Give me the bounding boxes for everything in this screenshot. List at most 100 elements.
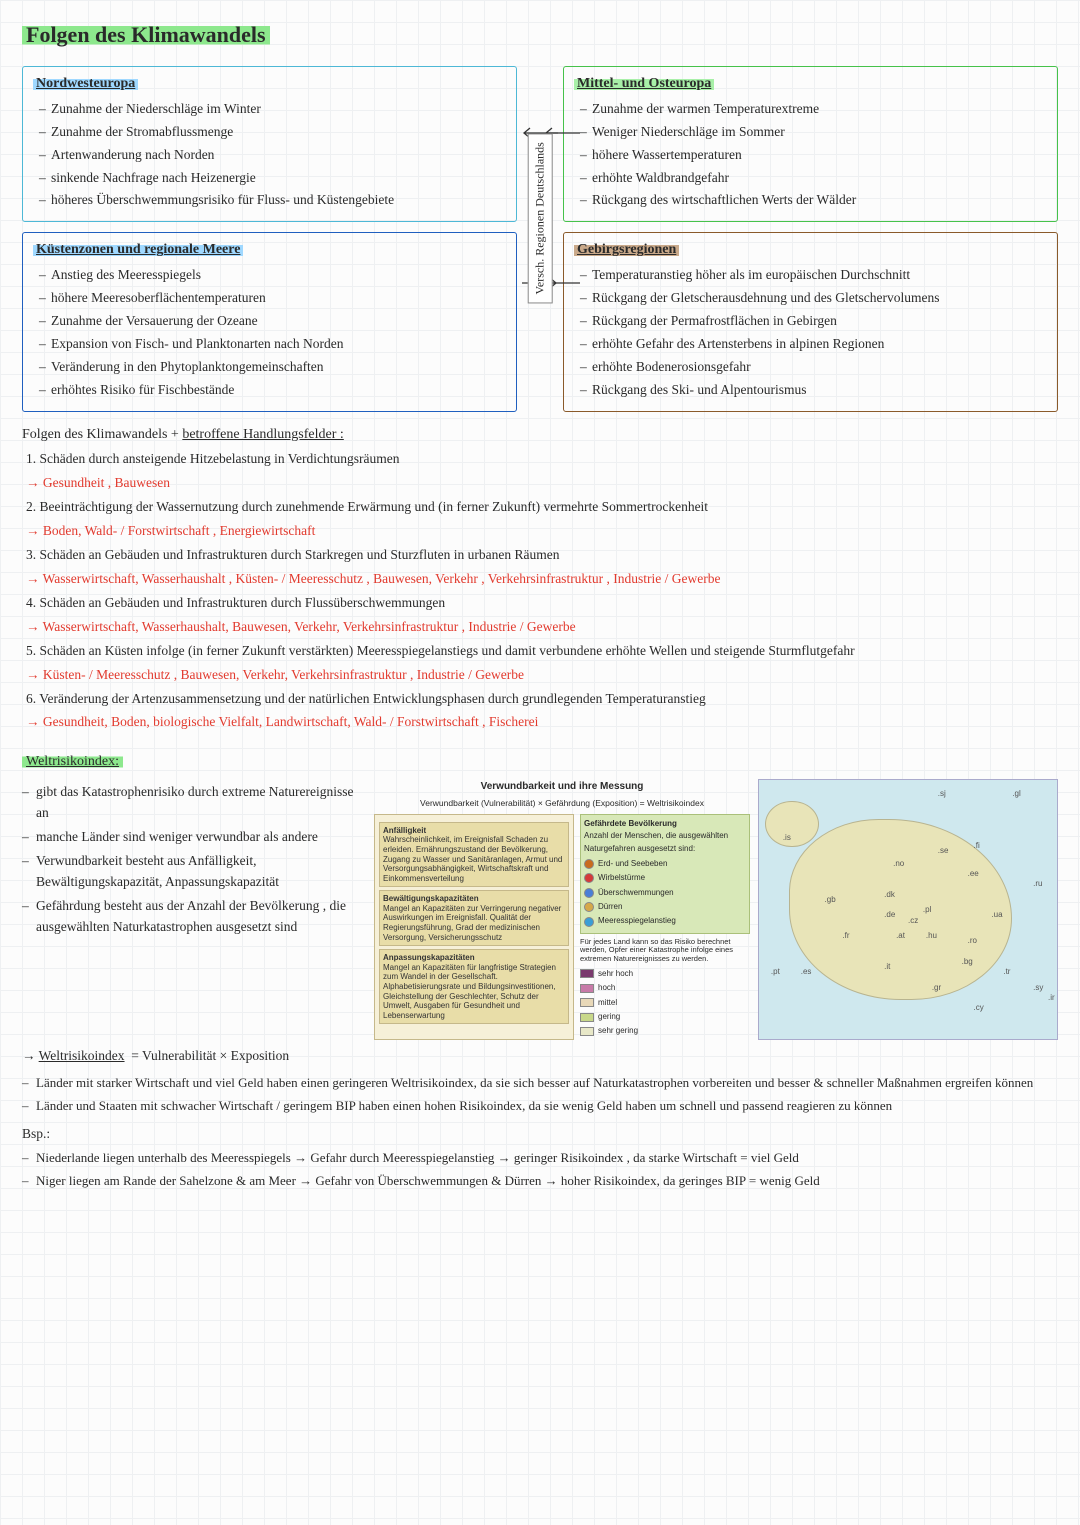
map-label: .is bbox=[783, 832, 791, 844]
list-item: Rückgang des Ski- und Alpentourismus bbox=[580, 380, 1047, 401]
impact-text: 5. Schäden an Küsten infolge (in ferner … bbox=[26, 641, 1058, 662]
bsp-label: Bsp.: bbox=[22, 1124, 1058, 1145]
map-label: .gb bbox=[825, 894, 836, 906]
list-item: höheres Überschwemmungsrisiko für Fluss-… bbox=[39, 190, 506, 211]
list-item: Länder und Staaten mit schwacher Wirtsch… bbox=[22, 1096, 1058, 1116]
list-item: erhöhte Bodenerosionsgefahr bbox=[580, 357, 1047, 378]
fig-note: Für jedes Land kann so das Risiko berech… bbox=[580, 938, 750, 964]
list-item: Expansion von Fisch- und Planktonarten n… bbox=[39, 334, 506, 355]
hazard-row: Dürren bbox=[584, 901, 746, 913]
map-label: .ua bbox=[991, 909, 1002, 921]
list-item: erhöhtes Risiko für Fischbestände bbox=[39, 380, 506, 401]
scale-row: sehr hoch bbox=[580, 968, 750, 980]
scale-row: mittel bbox=[580, 997, 750, 1009]
list-item: Länder mit starker Wirtschaft und viel G… bbox=[22, 1073, 1058, 1093]
wri-section: gibt das Katastrophenrisiko durch extrem… bbox=[22, 779, 1058, 1040]
map-label: .pl bbox=[923, 904, 931, 916]
map-label: .es bbox=[801, 966, 812, 978]
scale-row: hoch bbox=[580, 982, 750, 994]
fig-right-col: Gefährdete Bevölkerung Anzahl der Mensch… bbox=[580, 814, 750, 1040]
wri-bullets: gibt das Katastrophenrisiko durch extrem… bbox=[22, 779, 362, 1040]
impact-text: 6. Veränderung der Artenzusammensetzung … bbox=[26, 689, 1058, 710]
map-label: .ro bbox=[968, 935, 977, 947]
map-label: .gr bbox=[932, 982, 941, 994]
scale-row: sehr gering bbox=[580, 1025, 750, 1037]
list-item: Zunahme der Versauerung der Ozeane bbox=[39, 311, 506, 332]
box-coast-list: Anstieg des Meeresspiegelshöhere Meereso… bbox=[33, 265, 506, 401]
impact-fields: Boden, Wald- / Forstwirtschaft , Energie… bbox=[26, 521, 1058, 542]
hazard-row: Meeresspiegelanstieg bbox=[584, 915, 746, 927]
impact-text: 1. Schäden durch ansteigende Hitzebelast… bbox=[26, 449, 1058, 470]
list-item: Verwundbarkeit besteht aus Anfälligkeit,… bbox=[22, 851, 362, 893]
map-label: .bg bbox=[962, 956, 973, 968]
map-label: .dk bbox=[884, 889, 895, 901]
map-label: .at bbox=[896, 930, 905, 942]
box-nordwesteuropa: Nordwesteuropa Zunahme der Niederschläge… bbox=[22, 66, 517, 222]
map-label: .sj bbox=[938, 788, 946, 800]
map-label: .fr bbox=[842, 930, 849, 942]
list-item: erhöhte Gefahr des Artensterbens in alpi… bbox=[580, 334, 1047, 355]
box-gebirge: Gebirgsregionen Temperaturanstieg höher … bbox=[563, 232, 1058, 411]
map-label: .de bbox=[884, 909, 895, 921]
list-item: Anstieg des Meeresspiegels bbox=[39, 265, 506, 286]
list-item: erhöhte Waldbrandgefahr bbox=[580, 168, 1047, 189]
impact-fields: Wasserwirtschaft, Wasserhaushalt, Bauwes… bbox=[26, 617, 1058, 638]
list-item: gibt das Katastrophenrisiko durch extrem… bbox=[22, 782, 362, 824]
wri-after-list: Länder mit starker Wirtschaft und viel G… bbox=[22, 1073, 1058, 1116]
fig-scale: sehr hoch hoch mittel gering sehr gering bbox=[580, 968, 750, 1038]
hazard-row: Wirbelstürme bbox=[584, 872, 746, 884]
box-mo-title: Mittel- und Osteuropa bbox=[574, 76, 714, 91]
impact-fields: Gesundheit , Bauwesen bbox=[26, 473, 1058, 494]
impact-text: 4. Schäden an Gebäuden und Infrastruktur… bbox=[26, 593, 1058, 614]
impacts-heading: Folgen des Klimawandels + betroffene Han… bbox=[22, 424, 1058, 446]
fig-right-text: Anzahl der Menschen, die ausgewählten Na… bbox=[584, 830, 746, 855]
map-label: .ir bbox=[1048, 992, 1055, 1004]
region-boxes: Versch. Regionen Deutschlands Nordwesteu… bbox=[22, 66, 1058, 412]
map-label: .sy bbox=[1033, 982, 1043, 994]
box-mittelost: Mittel- und Osteuropa Zunahme der warmen… bbox=[563, 66, 1058, 222]
list-item: manche Länder sind weniger verwundbar al… bbox=[22, 827, 362, 848]
list-item: Zunahme der warmen Temperaturextreme bbox=[580, 99, 1047, 120]
map-label: .gl bbox=[1012, 788, 1020, 800]
box-nw-list: Zunahme der Niederschläge im WinterZunah… bbox=[33, 99, 506, 212]
impact-fields: Gesundheit, Boden, biologische Vielfalt,… bbox=[26, 712, 1058, 733]
box-kuesten: Küstenzonen und regionale Meere Anstieg … bbox=[22, 232, 517, 411]
box-mo-list: Zunahme der warmen TemperaturextremeWeni… bbox=[574, 99, 1047, 212]
list-item: Weniger Niederschläge im Sommer bbox=[580, 122, 1047, 143]
list-item: Gefährdung besteht aus der Anzahl der Be… bbox=[22, 896, 362, 938]
connector-label: Versch. Regionen Deutschlands bbox=[528, 133, 553, 303]
map-label: .tr bbox=[1003, 966, 1010, 978]
impact-text: 2. Beeinträchtigung der Wassernutzung du… bbox=[26, 497, 1058, 518]
scale-row: gering bbox=[580, 1011, 750, 1023]
map-label: .ru bbox=[1033, 878, 1042, 890]
list-item: Artenwanderung nach Norden bbox=[39, 145, 506, 166]
box-mnt-title: Gebirgsregionen bbox=[574, 242, 679, 257]
hazard-row: Erd- und Seebeben bbox=[584, 858, 746, 870]
europe-map: .gl.is.se.no.fi.dk.gb.de.pl.ua.fr.es.pt.… bbox=[758, 779, 1058, 1040]
list-item: Niederlande liegen unterhalb des Meeress… bbox=[22, 1148, 1058, 1168]
hazard-row: Überschwemmungen bbox=[584, 887, 746, 899]
bsp-list: Niederlande liegen unterhalb des Meeress… bbox=[22, 1148, 1058, 1191]
figure-vulnerability: Verwundbarkeit und ihre Messung Verwundb… bbox=[374, 779, 1058, 1040]
fig-equation: Verwundbarkeit (Vulnerabilität) × Gefähr… bbox=[374, 797, 750, 810]
map-label: .fi bbox=[974, 840, 980, 852]
map-label: .cz bbox=[908, 915, 918, 927]
list-item: Temperaturanstieg höher als im europäisc… bbox=[580, 265, 1047, 286]
map-label: .pt bbox=[771, 966, 780, 978]
fig-right-heading: Gefährdete Bevölkerung bbox=[584, 818, 746, 830]
page-title: Folgen des Klimawandels bbox=[22, 18, 1058, 52]
list-item: Rückgang des wirtschaftlichen Werts der … bbox=[580, 190, 1047, 211]
impact-fields: Wasserwirtschaft, Wasserhaushalt , Küste… bbox=[26, 569, 1058, 590]
list-item: Zunahme der Niederschläge im Winter bbox=[39, 99, 506, 120]
fig-left-col: AnfälligkeitWahrscheinlichkeit, im Ereig… bbox=[374, 814, 574, 1040]
map-label: .se bbox=[938, 845, 949, 857]
map-label: .it bbox=[884, 961, 890, 973]
wri-heading: Weltrisikoindex: bbox=[22, 751, 1058, 773]
list-item: sinkende Nachfrage nach Heizenergie bbox=[39, 168, 506, 189]
impact-fields: Küsten- / Meeresschutz , Bauwesen, Verke… bbox=[26, 665, 1058, 686]
map-label: .hu bbox=[926, 930, 937, 942]
map-label: .ee bbox=[968, 868, 979, 880]
fig-title: Verwundbarkeit und ihre Messung bbox=[374, 779, 750, 795]
box-nw-title: Nordwesteuropa bbox=[33, 76, 138, 91]
wri-formula: → Weltrisikoindex = Vulnerabilität × Exp… bbox=[22, 1046, 1058, 1067]
